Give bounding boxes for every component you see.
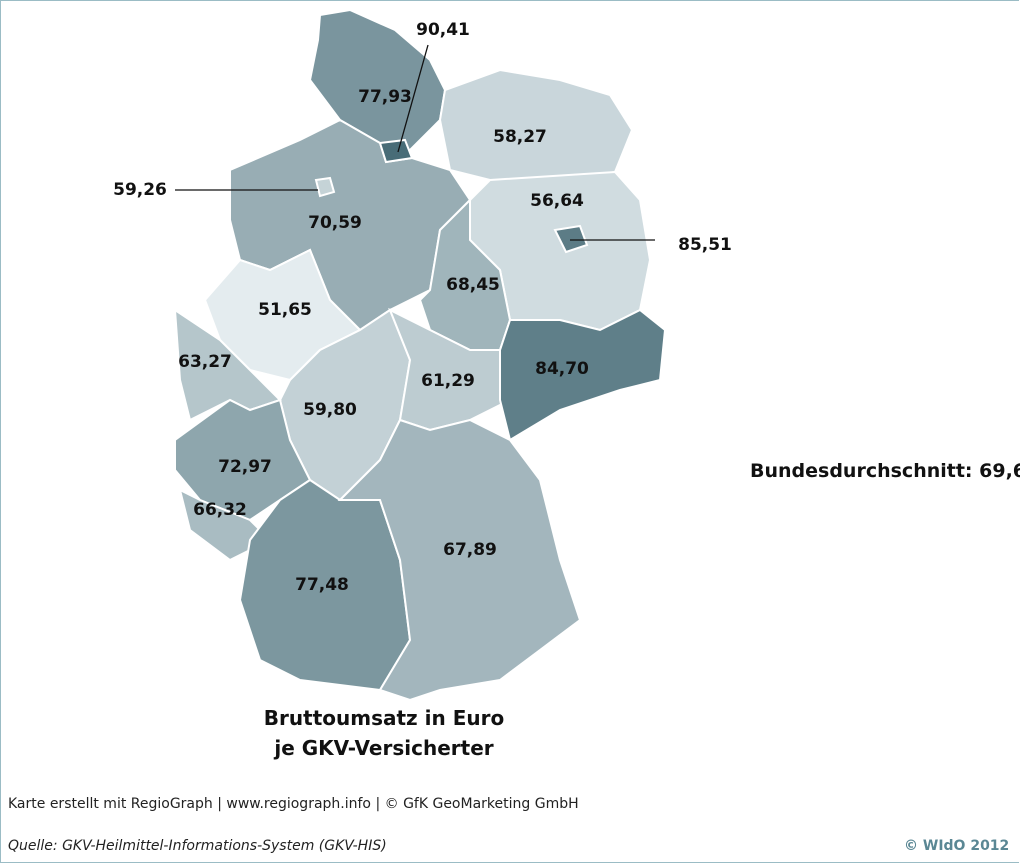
- region-label: 68,45: [446, 275, 500, 295]
- region-label: 58,27: [493, 127, 547, 147]
- average-label: Bundesdurchschnitt: 69,68 Euro: [750, 460, 1020, 482]
- region: [314, 176, 336, 198]
- region-label: 59,26: [113, 180, 167, 200]
- region-label: 77,93: [358, 87, 412, 107]
- region-label: 77,48: [295, 575, 349, 595]
- regions: [173, 8, 667, 702]
- map: Bundesdurchschnitt: 69,68 Euro Bruttoums…: [113, 8, 1020, 760]
- legend-title: je GKV-Versicherter: [273, 736, 493, 760]
- region-label: 51,65: [258, 300, 312, 320]
- region: [438, 68, 634, 181]
- region-label: 63,27: [178, 352, 232, 372]
- region-label: 67,89: [443, 540, 497, 560]
- source: Quelle: GKV-Heilmittel-Informations-Syst…: [8, 838, 387, 854]
- region-label: 72,97: [218, 457, 272, 477]
- region-label: 61,29: [421, 371, 475, 391]
- credit: Karte erstellt mit RegioGraph | www.regi…: [8, 796, 579, 812]
- region-label: 84,70: [535, 359, 589, 379]
- region: [499, 308, 667, 442]
- leader-line: [397, 44, 429, 153]
- region-label: 56,64: [530, 191, 584, 211]
- region-label: 59,80: [303, 400, 357, 420]
- region-label: 90,41: [416, 20, 470, 40]
- region: [378, 138, 414, 164]
- region-label: 70,59: [308, 213, 362, 233]
- region-label: 85,51: [678, 235, 732, 255]
- copyright: © WIdO 2012: [904, 838, 1010, 854]
- legend-title: Bruttoumsatz in Euro: [264, 706, 504, 730]
- region: [553, 224, 589, 254]
- region: [308, 8, 447, 152]
- region: [337, 418, 582, 702]
- region-label: 66,32: [193, 500, 247, 520]
- region: [388, 307, 512, 432]
